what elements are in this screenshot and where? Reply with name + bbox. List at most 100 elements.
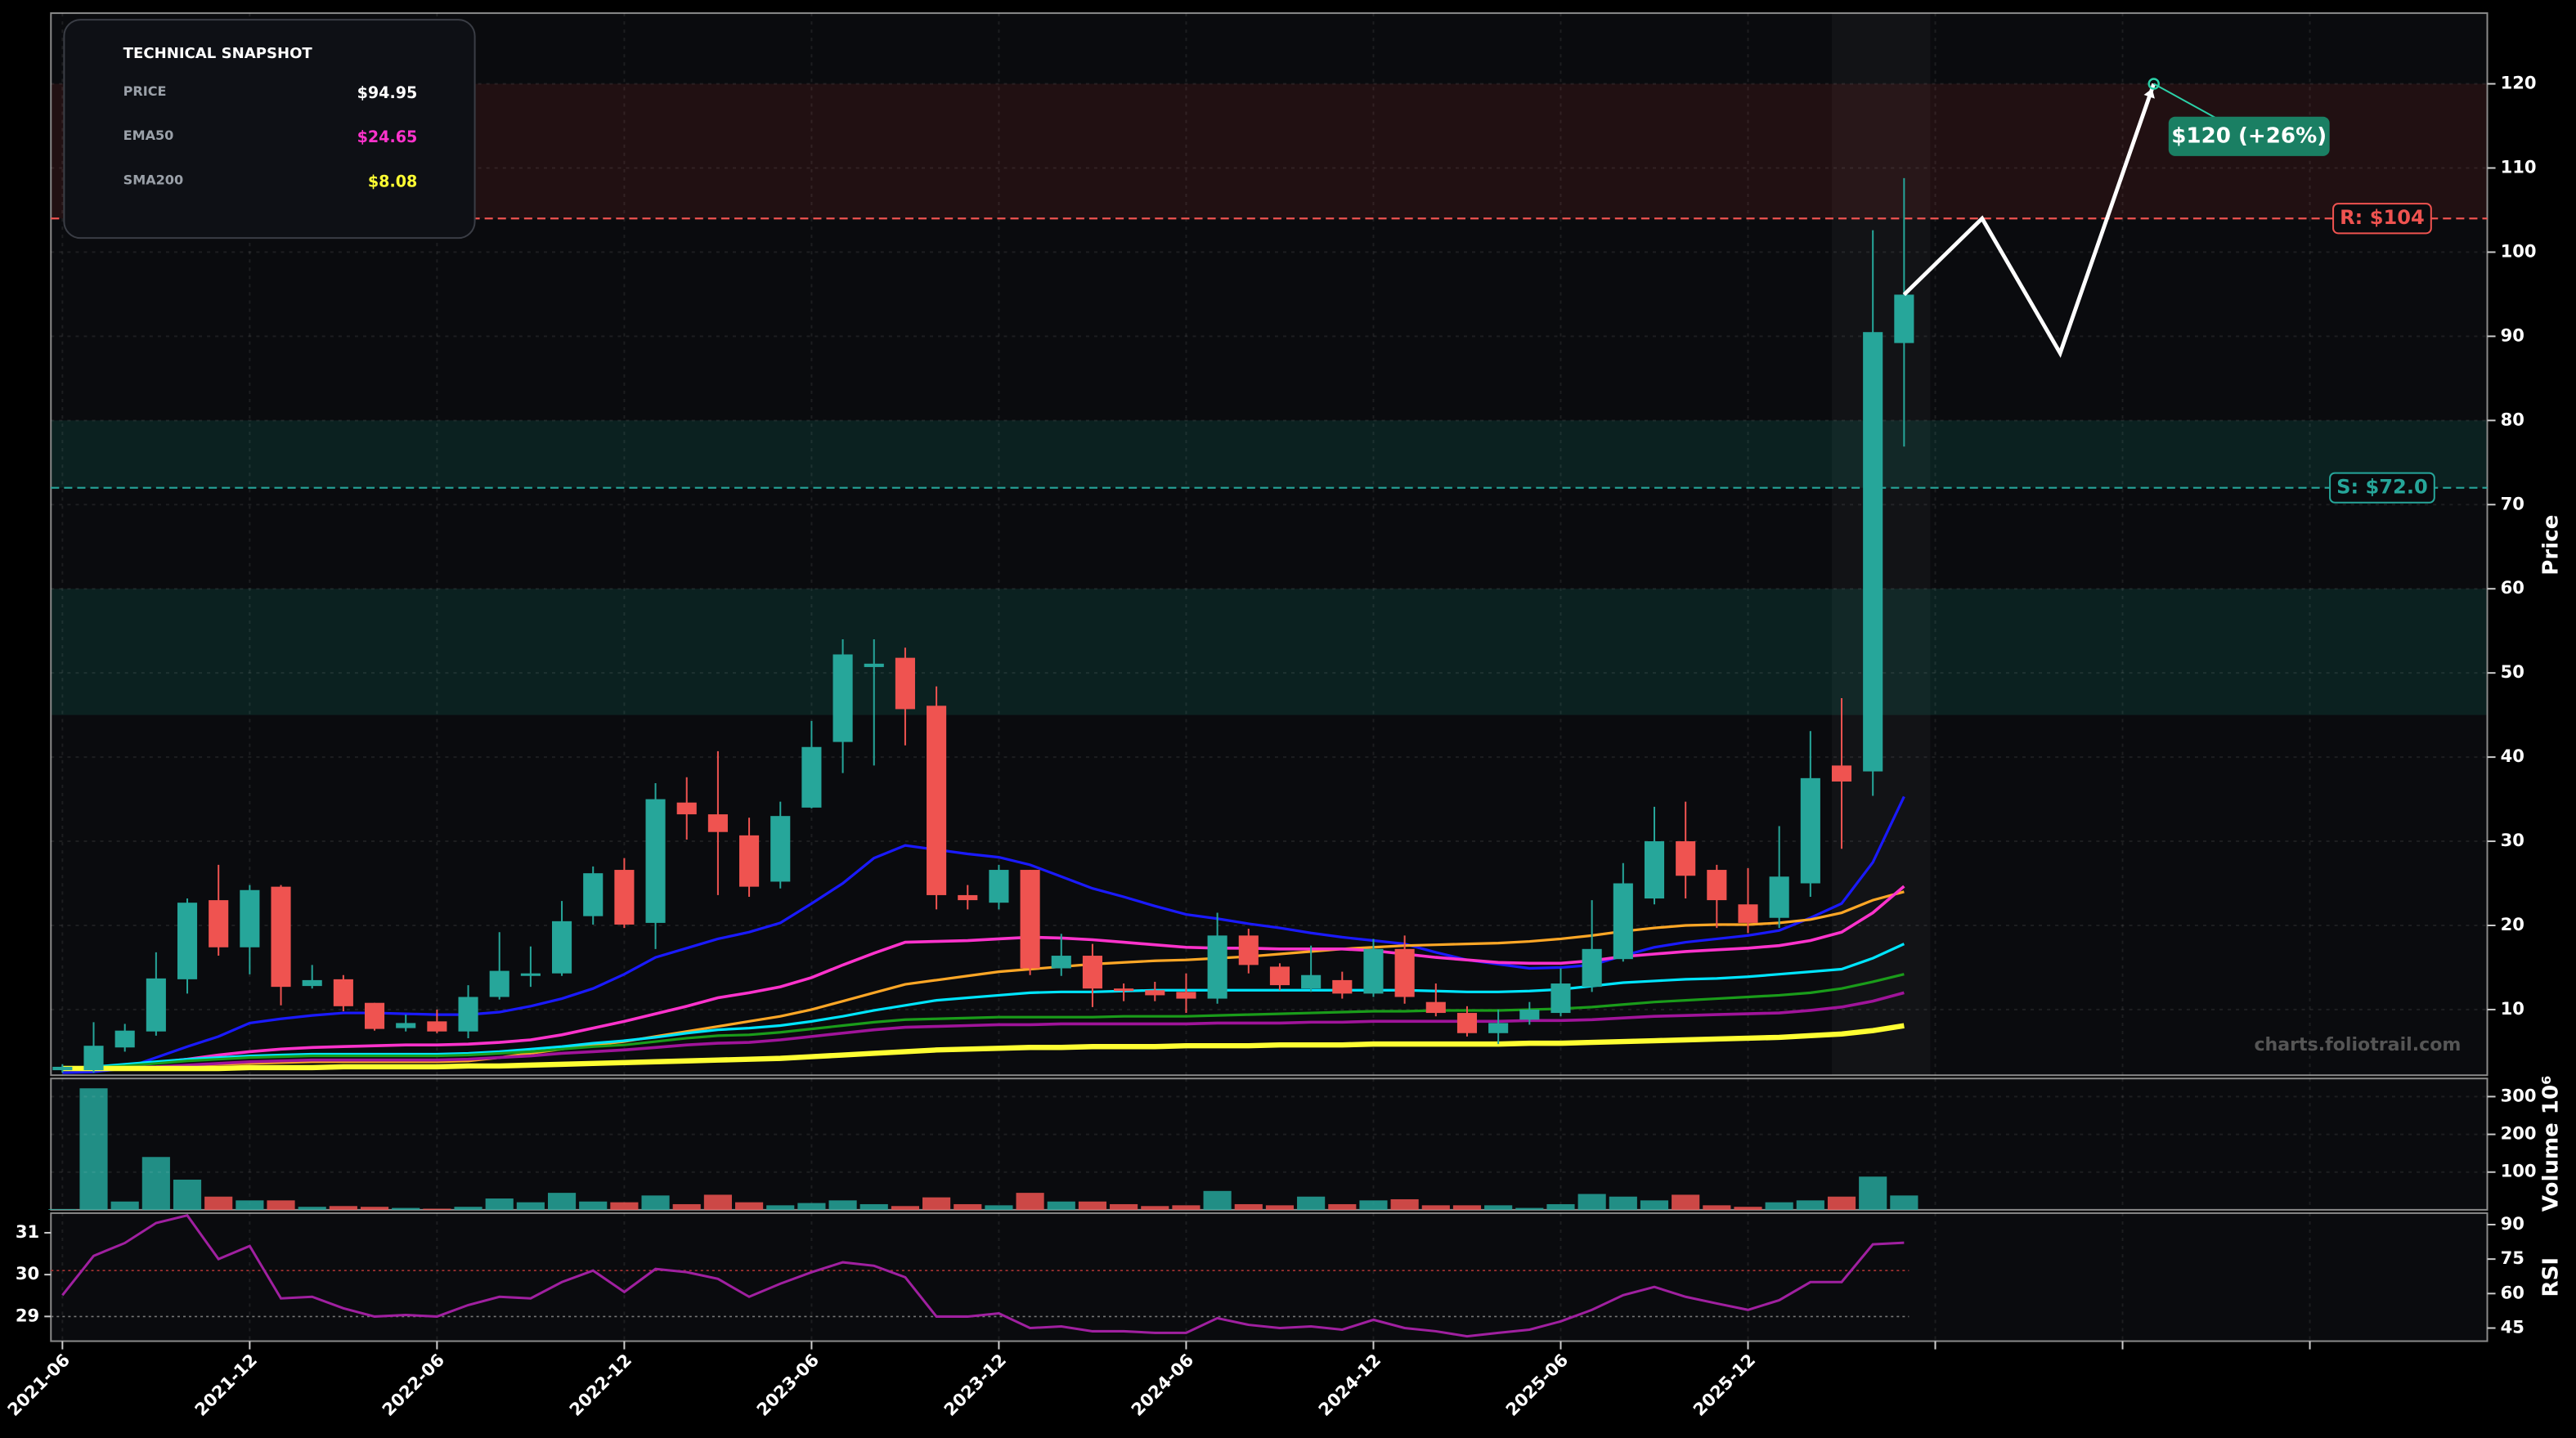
rsi-line <box>61 1214 1905 1338</box>
y-tick-label: 20 <box>2501 914 2524 934</box>
candle-body <box>1863 332 1883 772</box>
volume-bar <box>1265 1205 1295 1210</box>
candle-body <box>1613 883 1633 960</box>
volume-axis-label: Volume <box>2538 1122 2563 1212</box>
volume-bar <box>641 1195 670 1210</box>
rsi-axis-label: RSI <box>2538 1257 2563 1297</box>
candle-body <box>958 894 978 901</box>
volume-bar <box>1609 1196 1637 1210</box>
volume-bar <box>891 1206 919 1210</box>
snapshot-box <box>63 19 476 240</box>
rsi-panel <box>50 1212 2488 1342</box>
candle-body <box>614 870 635 925</box>
volume-bar <box>423 1208 451 1210</box>
y-tick-label: 100 <box>2501 240 2537 261</box>
volume-bar <box>236 1200 264 1210</box>
y-tick-label: 70 <box>2501 493 2524 513</box>
volume-bar <box>298 1207 326 1210</box>
candle-body <box>1301 974 1322 989</box>
candle-body <box>989 870 1009 903</box>
volume-bar <box>79 1088 108 1210</box>
y-tick-label: 90 <box>2501 325 2524 345</box>
candle-body <box>209 900 229 947</box>
volume-bar <box>1796 1200 1824 1210</box>
y-tick-label: 300 <box>2501 1085 2537 1105</box>
volume-bar <box>1827 1196 1856 1210</box>
candle-body <box>1425 1001 1446 1014</box>
volume-bar <box>922 1197 951 1210</box>
forecast-arrowhead <box>2143 88 2155 99</box>
moving-average-line <box>62 1023 1905 1072</box>
volume-bar <box>110 1201 139 1210</box>
moving-average-line <box>62 973 1905 1070</box>
volume-panel <box>50 1077 2488 1211</box>
volume-bar <box>1421 1205 1450 1210</box>
candle-body <box>271 886 291 988</box>
resistance-label: R: $104 <box>2340 206 2425 229</box>
candle-body <box>583 873 604 916</box>
volume-bar <box>1452 1205 1482 1210</box>
candle-body <box>1207 935 1227 999</box>
y-tick-label: 80 <box>2501 409 2524 429</box>
candle-body <box>676 802 697 815</box>
candle-body <box>1769 876 1789 918</box>
y-tick-label: 60 <box>2501 1282 2524 1302</box>
volume-bar <box>48 1208 77 1210</box>
candle-body <box>302 979 322 987</box>
volume-bar <box>1484 1205 1513 1210</box>
candle-body <box>427 1021 447 1032</box>
volume-bar <box>516 1202 545 1210</box>
candle-body <box>1238 935 1259 965</box>
snapshot-label: EMA50 <box>123 128 174 143</box>
volume-bar <box>1297 1196 1326 1210</box>
target-connector <box>2153 83 2220 121</box>
y-tick-label: 10 <box>2501 998 2524 1019</box>
volume-bar <box>485 1198 514 1210</box>
volume-bar <box>579 1201 608 1210</box>
candle-body <box>895 657 915 710</box>
volume-scale-label: 10⁶ <box>2538 1075 2563 1114</box>
snapshot-label: PRICE <box>123 83 167 99</box>
support-label-box <box>2329 472 2435 504</box>
watermark: charts.foliotrail.com <box>2254 1034 2461 1055</box>
candle-body <box>1145 990 1165 996</box>
volume-bar <box>766 1205 795 1210</box>
snapshot-value: $94.95 <box>357 84 418 102</box>
snapshot-value: $24.65 <box>357 128 418 146</box>
y-tick-label: 200 <box>2501 1123 2537 1144</box>
plot-layer: 2021-06 2021-12 2022-06 2022-12 2023-06 2023-… <box>3 13 2563 1420</box>
target-label: $120 (+26%) <box>2171 123 2327 148</box>
volume-bar <box>547 1193 577 1210</box>
candle-body <box>770 816 791 882</box>
volume-bar <box>1078 1201 1107 1210</box>
candle-body <box>739 835 760 887</box>
y-tick-label: 100 <box>2501 1161 2537 1181</box>
candle-body <box>1051 956 1071 969</box>
candle-body <box>1456 1013 1478 1033</box>
volume-bar <box>1047 1201 1075 1210</box>
volume-bar <box>1515 1207 1544 1210</box>
candle-body <box>1551 983 1571 1014</box>
volume-bar <box>392 1207 420 1210</box>
volume-bar <box>1577 1194 1606 1210</box>
volume-bar <box>173 1179 202 1210</box>
candle-body <box>364 1002 385 1029</box>
y2-tick-label: 29 <box>16 1305 39 1325</box>
y-tick-label: 40 <box>2501 746 2524 766</box>
volume-bar <box>1141 1206 1169 1210</box>
candle-body <box>1582 948 1602 988</box>
candle-body <box>645 799 666 923</box>
candle-body <box>707 814 728 832</box>
volume-bar <box>1672 1194 1700 1210</box>
volume-bar <box>141 1157 170 1210</box>
volume-bar <box>1390 1198 1419 1210</box>
candle-body <box>1363 948 1384 994</box>
volume-bar <box>1703 1205 1731 1210</box>
volume-bar <box>1234 1203 1263 1210</box>
candle-body <box>1269 966 1290 986</box>
candle-body <box>83 1046 104 1071</box>
target-label-box <box>2168 116 2330 156</box>
volume-bar <box>1328 1203 1357 1210</box>
